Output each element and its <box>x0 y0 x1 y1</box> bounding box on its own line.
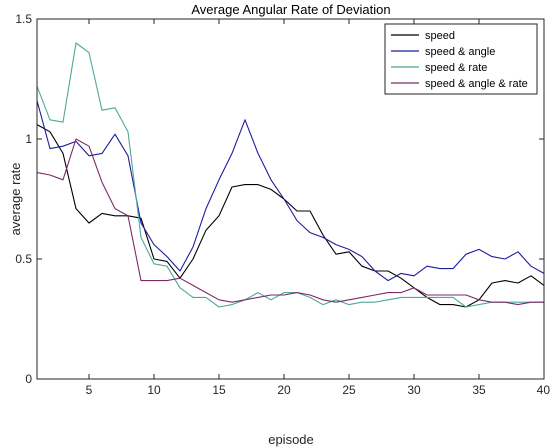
legend: speed speed & angle speed & rate speed & an… <box>384 23 538 95</box>
series-layer <box>36 42 545 308</box>
x-tick-label: 25 <box>342 383 356 397</box>
x-axis-title: episode <box>268 432 314 447</box>
y-tick-label: 1 <box>25 132 32 146</box>
y-tick-label: 0 <box>25 372 32 386</box>
y-tick-label: 1.5 <box>15 12 32 26</box>
x-tick-label: 35 <box>472 383 486 397</box>
plot-frame <box>36 18 545 380</box>
legend-label: speed & angle & rate <box>425 78 528 90</box>
y-axis: 0 0.5 1 1.5 <box>15 12 544 386</box>
legend-label: speed & rate <box>425 62 487 74</box>
series-line-4 <box>36 138 544 306</box>
x-tick-label: 20 <box>277 383 291 397</box>
x-tick-label: 10 <box>147 383 161 397</box>
x-tick-label: 30 <box>407 383 421 397</box>
series-line-1 <box>36 124 545 308</box>
legend-box <box>384 23 538 95</box>
chart-title: Average Angular Rate of Deviation <box>191 2 390 17</box>
legend-label: speed <box>425 30 455 42</box>
series-line-2 <box>36 100 545 282</box>
x-axis: 5 10 15 20 25 30 35 40 <box>86 19 551 397</box>
y-tick-label: 0.5 <box>15 252 32 266</box>
legend-label: speed & angle <box>425 46 495 58</box>
series-line-3 <box>36 42 544 308</box>
y-axis-title: average rate <box>8 163 23 236</box>
x-tick-label: 40 <box>537 383 551 397</box>
x-tick-label: 5 <box>86 383 93 397</box>
x-tick-label: 15 <box>212 383 226 397</box>
